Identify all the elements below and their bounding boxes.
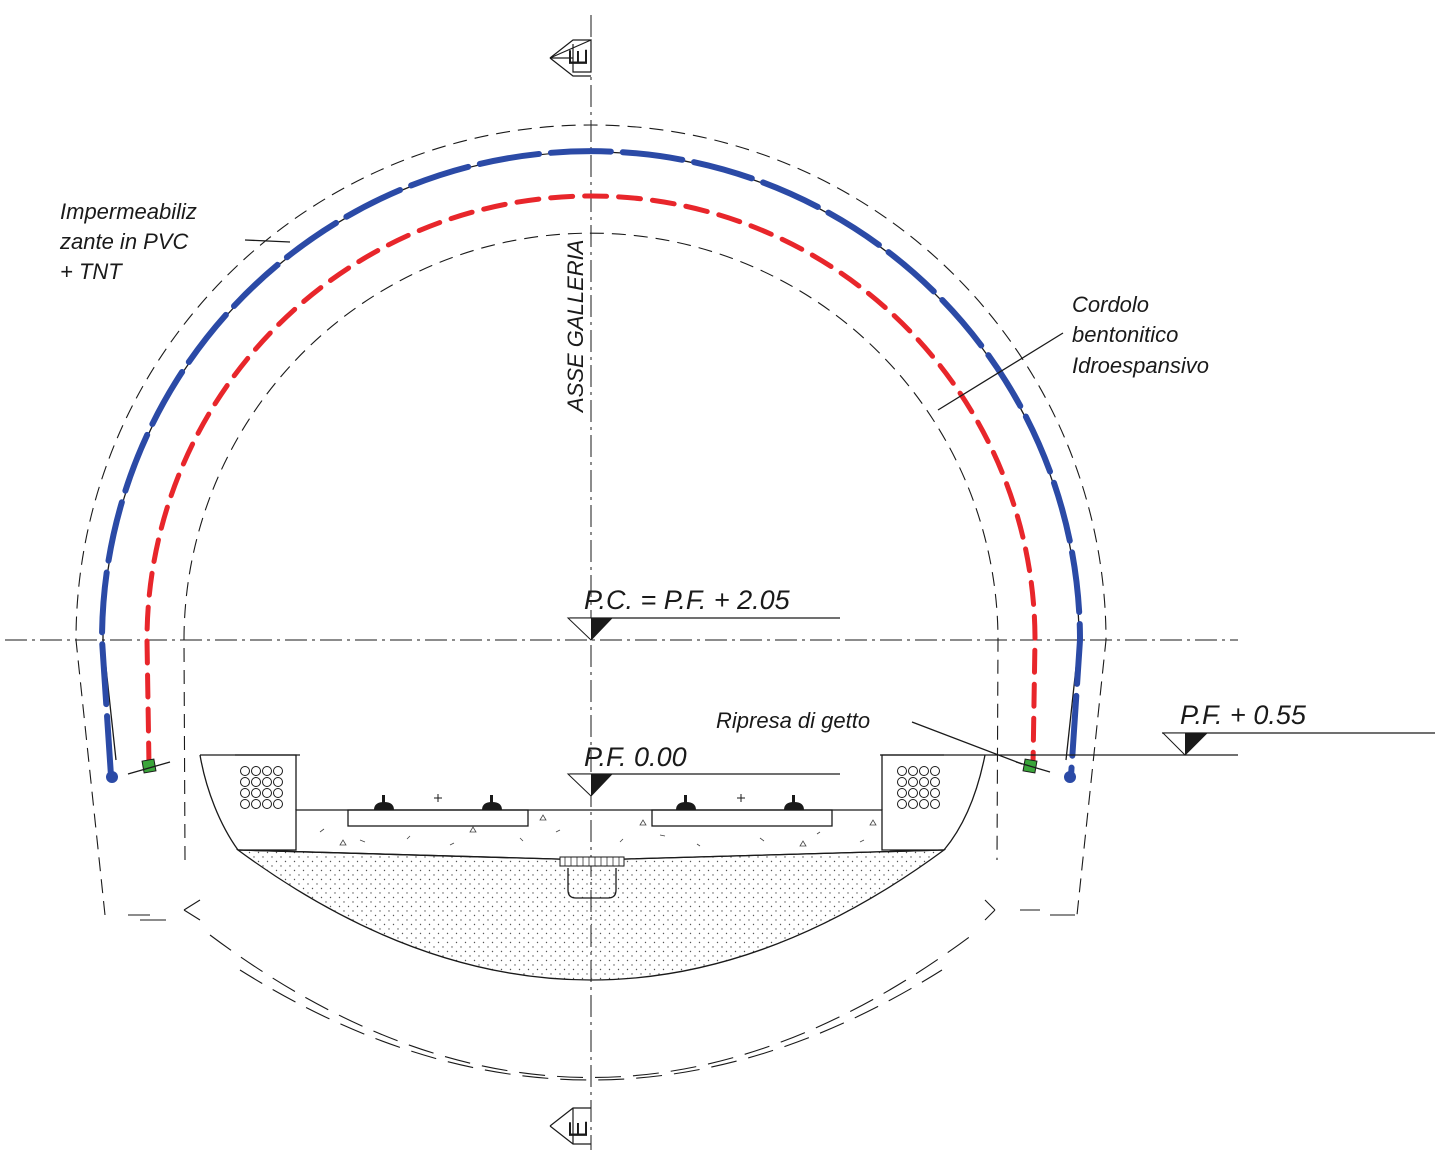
level-marker-rail [566, 773, 840, 797]
level-marker-crown [566, 617, 840, 641]
pvc-membrane [98, 148, 1084, 779]
joint-note: Ripresa di getto [716, 708, 870, 733]
cable-duct-circle [251, 799, 261, 809]
bentonite-note-line3: Idroespansivo [1072, 353, 1209, 378]
section-label-bottom: E [563, 1121, 593, 1138]
bentonite-strip [144, 193, 1038, 768]
cable-duct-circle [262, 799, 272, 809]
drain-grate [559, 856, 625, 867]
cable-duct-circle [273, 799, 283, 809]
cable-duct-circle [240, 766, 250, 776]
rails [374, 795, 804, 810]
cable-duct-circle [908, 788, 918, 798]
cable-duct-circle [240, 777, 250, 787]
cable-circles-left [240, 766, 283, 809]
joint-line-left [127, 761, 171, 775]
concrete-texture [319, 814, 877, 847]
cable-duct-circle [930, 777, 940, 787]
cable-duct-circle [262, 788, 272, 798]
membrane-note-line2: zante in PVC [59, 229, 189, 254]
cable-duct-circle [930, 799, 940, 809]
cable-duct-circle [919, 766, 929, 776]
drain-grate-bars [564, 857, 620, 866]
central-drain [567, 868, 617, 899]
membrane-note-line1: Impermeabiliz [60, 199, 197, 224]
cable-duct-right [881, 754, 944, 810]
sidewall-left [199, 754, 300, 851]
cable-duct-circle [908, 766, 918, 776]
bentonite-note-line2: bentonitico [1072, 322, 1178, 347]
cable-duct-circle [240, 799, 250, 809]
cable-circles-right [897, 766, 940, 809]
leader-joint [911, 721, 1023, 765]
section-arrow-top [549, 39, 592, 77]
cable-duct-circle [930, 766, 940, 776]
membrane-end-left [106, 771, 118, 783]
cable-duct-circle [251, 788, 261, 798]
section-arrow-bottom [549, 1107, 591, 1145]
level-label-crown: P.C. = P.F. + 2.05 [584, 585, 791, 615]
cable-duct-circle [240, 788, 250, 798]
leader-membrane [244, 239, 291, 243]
invert-fill [235, 849, 947, 981]
axis-label: ASSE GALLERIA [563, 240, 588, 414]
track-centre-marks [434, 794, 745, 802]
cable-duct-circle [251, 766, 261, 776]
cable-duct-circle [908, 777, 918, 787]
cable-duct-circle [273, 777, 283, 787]
bentonite-note-line1: Cordolo [1072, 292, 1149, 317]
sleeper-left [347, 809, 529, 827]
inner-lining-contour [183, 232, 999, 861]
level-label-rail: P.F. 0.00 [584, 742, 687, 772]
cable-duct-circle [919, 788, 929, 798]
cable-duct-circle [262, 777, 272, 787]
cable-duct-circle [919, 777, 929, 787]
membrane-end-right [1064, 771, 1076, 783]
invert-outer-lines-right [984, 899, 1075, 921]
sleeper-right [651, 809, 833, 827]
level-label-joint: P.F. + 0.55 [1180, 700, 1307, 730]
sidewall-right [880, 754, 986, 851]
cable-duct-circle [273, 788, 283, 798]
membrane-note-line3: + TNT [60, 259, 123, 284]
cable-duct-circle [908, 799, 918, 809]
level-marker-joint [985, 732, 1435, 756]
invert-outer-lines [128, 899, 973, 1081]
cable-duct-circle [897, 766, 907, 776]
cable-duct-circle [251, 777, 261, 787]
cable-duct-circle [897, 799, 907, 809]
cable-duct-circle [897, 788, 907, 798]
section-label-top: E [563, 49, 593, 66]
cable-duct-circle [897, 777, 907, 787]
cable-duct-circle [919, 799, 929, 809]
track-bed [237, 809, 945, 861]
leader-bentonite [937, 332, 1064, 411]
outer-excavation-contour [75, 124, 1107, 916]
cable-duct-circle [273, 766, 283, 776]
cable-duct-circle [930, 788, 940, 798]
cable-duct-circle [262, 766, 272, 776]
cable-duct-left [235, 754, 297, 810]
